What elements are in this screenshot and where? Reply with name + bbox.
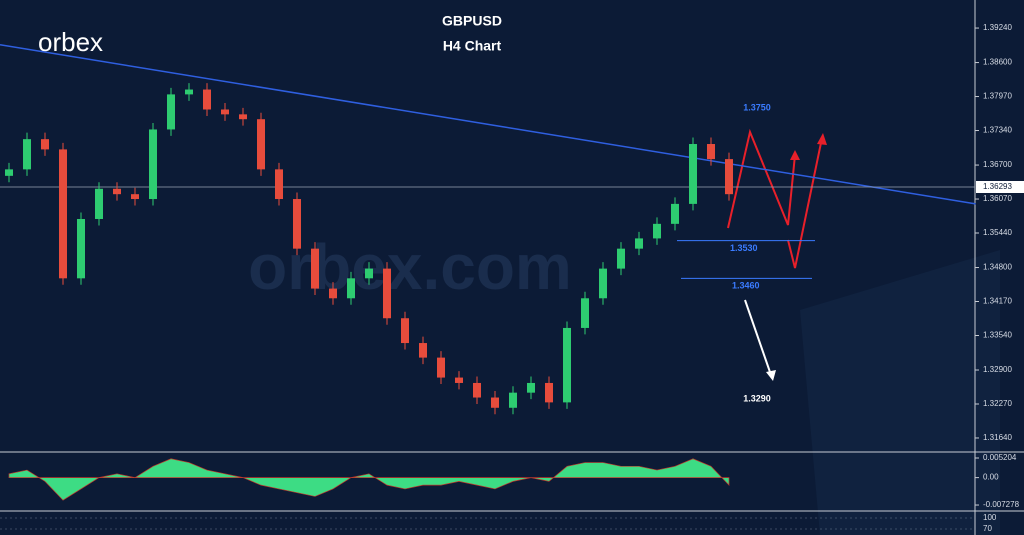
candle-body <box>293 199 301 249</box>
last-price-box <box>976 181 1024 194</box>
candle-body <box>329 288 337 299</box>
level-label: 1.3530 <box>730 243 758 253</box>
candle-body <box>419 343 427 358</box>
candle-body <box>311 248 319 289</box>
candle-body <box>491 397 499 408</box>
y-tick-label: 1.34170 <box>983 297 1012 306</box>
chart-title: GBPUSD <box>442 13 502 29</box>
y-tick-label: 1.38600 <box>983 58 1012 67</box>
candle-body <box>689 144 697 204</box>
arrowhead <box>766 370 776 381</box>
y-tick-label: 1.37970 <box>983 92 1012 101</box>
osc-tick-label: -0.007278 <box>983 500 1020 509</box>
scenario-arrow <box>744 299 772 376</box>
candle-body <box>347 278 355 299</box>
candle-body <box>185 89 193 95</box>
candle-body <box>23 139 31 170</box>
scenario-arrow <box>787 137 823 269</box>
y-tick-label: 1.32270 <box>983 399 1012 408</box>
candle-body <box>365 268 373 279</box>
candle-body <box>149 129 157 200</box>
candle-body <box>221 109 229 115</box>
candle-body <box>131 194 139 200</box>
osc-tick-label: 0.005204 <box>983 453 1017 462</box>
candle-body <box>257 119 265 170</box>
candle-body <box>59 149 67 279</box>
bg-shape <box>800 250 1000 535</box>
candle-body <box>545 382 553 403</box>
candle-body <box>581 298 589 328</box>
target-label: 1.3290 <box>743 393 771 403</box>
y-tick-label: 1.32900 <box>983 365 1012 374</box>
osc-tick-label: 0.00 <box>983 473 999 482</box>
candle-body <box>599 268 607 299</box>
y-tick-label: 1.31640 <box>983 433 1012 442</box>
y-tick-label: 1.35440 <box>983 228 1012 237</box>
y-tick-label: 1.33540 <box>983 331 1012 340</box>
candle-body <box>113 188 121 195</box>
candle-body <box>95 188 103 219</box>
y-tick-label: 1.39240 <box>983 23 1012 32</box>
candle-body <box>671 203 679 224</box>
candle-body <box>725 159 733 195</box>
candle-body <box>383 268 391 319</box>
arrowhead <box>790 150 800 160</box>
candle-body <box>617 248 625 269</box>
candle-body <box>77 218 85 279</box>
candle-body <box>203 89 211 110</box>
target-label: 1.3750 <box>743 102 771 112</box>
rsi-tick-label: 100 <box>983 513 997 522</box>
logo: orbex <box>38 27 103 57</box>
candle-body <box>653 223 661 239</box>
last-price-label: 1.36293 <box>983 182 1012 191</box>
candle-body <box>509 392 517 408</box>
candle-body <box>473 382 481 398</box>
arrowhead <box>817 133 827 145</box>
rsi-tick-label: 70 <box>983 524 992 533</box>
y-tick-label: 1.36070 <box>983 194 1012 203</box>
candle-body <box>275 169 283 200</box>
chart-subtitle: H4 Chart <box>443 38 502 54</box>
candle-body <box>563 327 571 403</box>
level-label: 1.3460 <box>732 281 760 291</box>
candle-body <box>5 169 13 176</box>
oscillator-area <box>8 458 730 501</box>
candle-body <box>401 318 409 344</box>
y-tick-label: 1.37340 <box>983 126 1012 135</box>
candle-body <box>437 357 445 378</box>
trendline <box>0 44 976 205</box>
y-tick-label: 1.34800 <box>983 263 1012 272</box>
scenario-arrow <box>727 128 796 229</box>
candle-body <box>707 144 715 160</box>
watermark: orbex.com <box>248 231 572 303</box>
candle-body <box>635 238 643 249</box>
y-tick-label: 1.36700 <box>983 160 1012 169</box>
candle-body <box>41 139 49 150</box>
candle-body <box>167 94 175 130</box>
candle-body <box>455 377 463 383</box>
candle-body <box>527 382 535 393</box>
candle-body <box>239 114 247 120</box>
